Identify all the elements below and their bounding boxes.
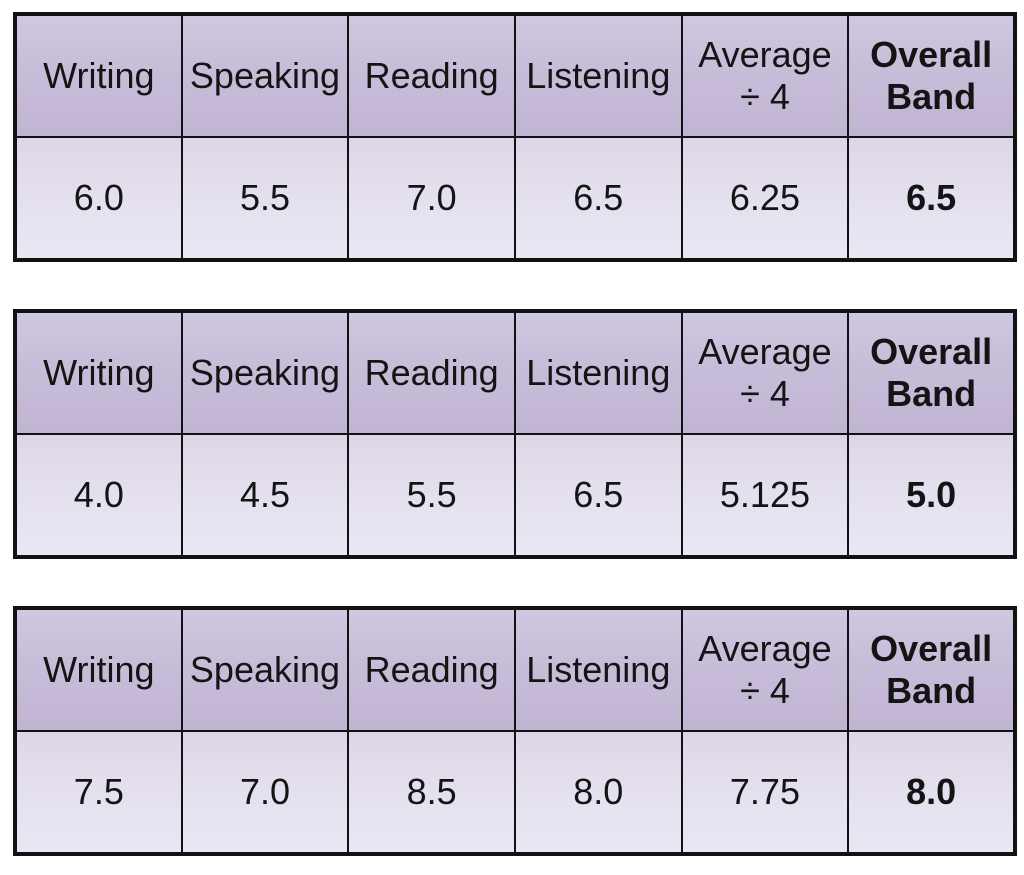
header-average: Average ÷ 4	[680, 310, 850, 435]
header-listening: Listening	[513, 607, 683, 732]
value-writing: 6.0	[14, 136, 183, 261]
header-reading: Reading	[347, 13, 516, 138]
header-average: Average ÷ 4	[680, 13, 850, 138]
header-listening: Listening	[513, 310, 683, 435]
value-speaking: 5.5	[180, 136, 350, 261]
value-writing: 4.0	[14, 433, 183, 558]
value-writing: 7.5	[14, 730, 183, 855]
header-average: Average ÷ 4	[680, 607, 850, 732]
header-row: Writing Speaking Reading Listening Avera…	[14, 13, 1016, 138]
value-overall-band: 8.0	[847, 730, 1016, 855]
value-listening: 6.5	[513, 136, 683, 261]
score-row: 7.5 7.0 8.5 8.0 7.75 8.0	[14, 730, 1016, 855]
value-average: 7.75	[680, 730, 850, 855]
value-reading: 5.5	[347, 433, 516, 558]
band-score-table-3: Writing Speaking Reading Listening Avera…	[13, 606, 1017, 856]
value-reading: 7.0	[347, 136, 516, 261]
header-overall-band: Overall Band	[847, 310, 1016, 435]
header-overall-band: Overall Band	[847, 607, 1016, 732]
header-reading: Reading	[347, 607, 516, 732]
value-overall-band: 5.0	[847, 433, 1016, 558]
header-speaking: Speaking	[180, 310, 350, 435]
header-writing: Writing	[14, 310, 183, 435]
header-listening: Listening	[513, 13, 683, 138]
header-row: Writing Speaking Reading Listening Avera…	[14, 310, 1016, 435]
score-row: 4.0 4.5 5.5 6.5 5.125 5.0	[14, 433, 1016, 558]
value-overall-band: 6.5	[847, 136, 1016, 261]
header-writing: Writing	[14, 13, 183, 138]
value-listening: 6.5	[513, 433, 683, 558]
value-reading: 8.5	[347, 730, 516, 855]
score-row: 6.0 5.5 7.0 6.5 6.25 6.5	[14, 136, 1016, 261]
value-listening: 8.0	[513, 730, 683, 855]
band-score-table-1: Writing Speaking Reading Listening Avera…	[13, 12, 1017, 262]
header-row: Writing Speaking Reading Listening Avera…	[14, 607, 1016, 732]
header-overall-band: Overall Band	[847, 13, 1016, 138]
header-reading: Reading	[347, 310, 516, 435]
header-writing: Writing	[14, 607, 183, 732]
header-speaking: Speaking	[180, 13, 350, 138]
value-speaking: 4.5	[180, 433, 350, 558]
band-score-table-2: Writing Speaking Reading Listening Avera…	[13, 309, 1017, 559]
header-speaking: Speaking	[180, 607, 350, 732]
value-average: 5.125	[680, 433, 850, 558]
value-speaking: 7.0	[180, 730, 350, 855]
value-average: 6.25	[680, 136, 850, 261]
